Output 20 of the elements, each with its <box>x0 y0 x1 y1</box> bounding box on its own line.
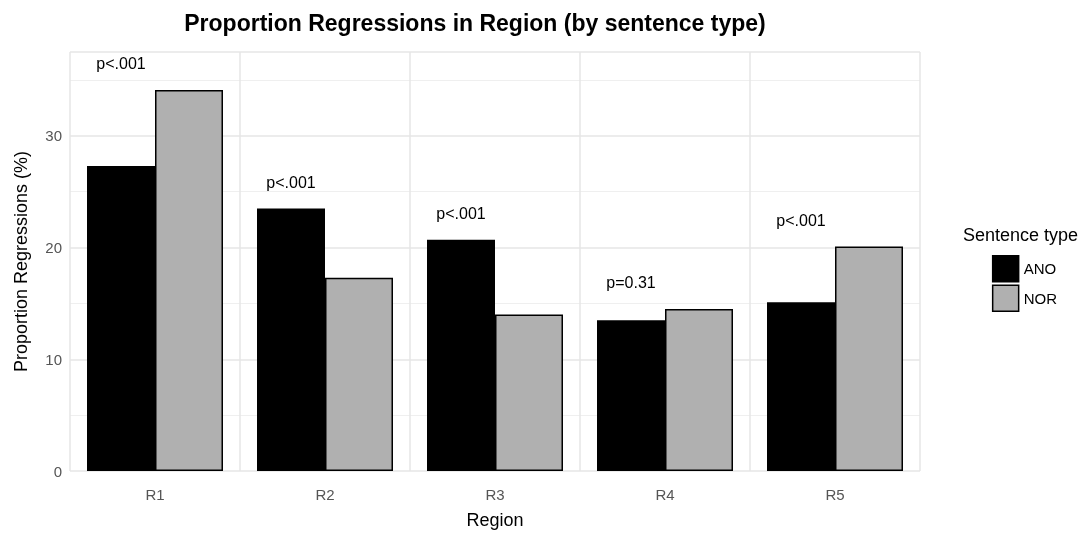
x-tick-label: R2 <box>315 486 335 503</box>
annotation: p<.001 <box>96 55 146 73</box>
chart-title: Proportion Regressions in Region (by sentence type) <box>184 9 766 36</box>
y-tick-label: 20 <box>45 239 62 257</box>
annotation: p<.001 <box>436 205 486 223</box>
y-tick-label: 30 <box>45 127 62 145</box>
x-tick-label: R1 <box>145 486 165 503</box>
y-tick-label: 0 <box>53 462 62 480</box>
legend-title: Sentence type <box>962 225 1079 245</box>
y-axis-title: Proportion Regressions (%) <box>11 150 31 373</box>
x-tick-label: R5 <box>825 486 845 503</box>
annotation: p=0.31 <box>606 274 656 292</box>
legend-label: NOR <box>1023 289 1058 307</box>
x-axis-title: Region <box>466 510 524 530</box>
x-tick-label: R3 <box>485 486 505 503</box>
y-tick-label: 10 <box>45 350 62 368</box>
annotation: p<.001 <box>266 173 316 191</box>
annotation: p<.001 <box>776 211 826 229</box>
x-tick-label: R4 <box>655 486 675 503</box>
legend-label: ANO <box>1023 260 1057 278</box>
